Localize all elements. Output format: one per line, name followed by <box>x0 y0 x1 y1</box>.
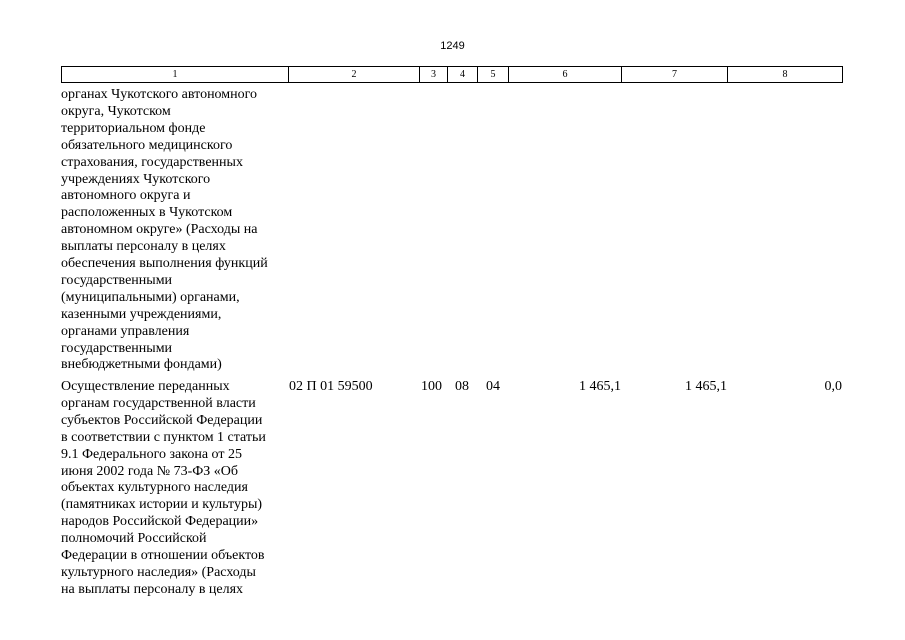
row-name-line: обязательного медицинского <box>61 137 233 153</box>
row-name-line: июня 2002 года № 73-ФЗ «Об <box>61 463 239 479</box>
row-name-line: культурного наследия» (Расходы <box>61 564 256 580</box>
row-name-line: (памятниках истории и культуры) <box>61 497 263 513</box>
row-cell: 1 465,1 <box>685 379 727 394</box>
row-name-line: полномочий Российской <box>61 531 207 547</box>
row-name-line: учреждениях Чукотского <box>61 171 211 187</box>
row-name-line: органах Чукотского автономного <box>61 87 258 102</box>
row-name-line: субъектов Российской Федерации <box>61 412 263 428</box>
row-name-line: государственными <box>61 340 173 356</box>
row-name-line: округа, Чукотском <box>61 103 171 119</box>
header-cell: 5 <box>477 66 509 83</box>
row-name-line: внебюджетными фондами) <box>61 357 222 373</box>
header-cell: 1 <box>61 66 289 83</box>
header-cell: 2 <box>288 66 420 83</box>
row-cell: 08 <box>455 379 469 394</box>
header-cell: 6 <box>508 66 622 83</box>
row-name-line: Осуществление переданных <box>61 379 230 394</box>
row-name-line: страхования, государственных <box>61 154 243 170</box>
page-number: 1249 <box>440 40 465 52</box>
row-name-line: в соответствии с пунктом 1 статьи <box>61 429 266 445</box>
row-name-line: на выплаты персоналу в целях <box>61 581 244 597</box>
row-name-line: органами управления <box>61 323 190 339</box>
row-name-line: 9.1 Федерального закона от 25 <box>61 446 242 462</box>
row-name-line: (муниципальными) органами, <box>61 289 240 305</box>
header-cell: 4 <box>447 66 478 83</box>
row-name-line: автономного округа и <box>61 188 191 204</box>
header-cell: 3 <box>419 66 448 83</box>
row-name-line: обеспечения выполнения функций <box>61 256 268 271</box>
row-name-line: расположенных в Чукотском <box>61 205 233 221</box>
row-cell: 100 <box>421 379 442 394</box>
row-name-line: казенными учреждениями, <box>61 306 222 322</box>
row-cell: 1 465,1 <box>579 379 621 394</box>
row-name-line: территориальном фонде <box>61 120 206 136</box>
row-name-line: народов Российской Федерации» <box>61 514 259 530</box>
header-cell: 7 <box>621 66 728 83</box>
row-name-line: автономном округе» (Расходы на <box>61 222 258 238</box>
header-cell: 8 <box>727 66 843 83</box>
row-cell: 0,0 <box>824 379 843 394</box>
row-name-line: выплаты персоналу в целях <box>61 239 226 255</box>
row-cell: 04 <box>486 379 500 394</box>
row-name-line: органам государственной власти <box>61 395 256 411</box>
row-cell: 02 П 01 59500 <box>289 379 373 394</box>
row-name-line: государственными <box>61 272 173 288</box>
row-name-line: Федерации в отношении объектов <box>61 548 265 563</box>
row-name-line: объектах культурного наследия <box>61 480 248 496</box>
